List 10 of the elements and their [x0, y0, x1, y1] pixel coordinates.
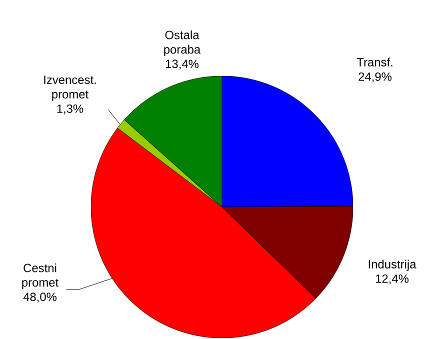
- data-label: 1,3%: [57, 104, 84, 114]
- data-label: 12,4%: [376, 274, 409, 284]
- data-label: 24,9%: [358, 72, 392, 82]
- slice-label: Izvencest. promet: [44, 76, 96, 101]
- slice-label: Industrija: [368, 260, 416, 271]
- data-label: 48,0%: [23, 292, 57, 303]
- data-label: 13,4%: [166, 60, 199, 70]
- slice-label: Transf.: [356, 58, 392, 66]
- slice-label: Cestni promet: [22, 263, 59, 290]
- slice-label: Ostala poraba: [164, 30, 201, 56]
